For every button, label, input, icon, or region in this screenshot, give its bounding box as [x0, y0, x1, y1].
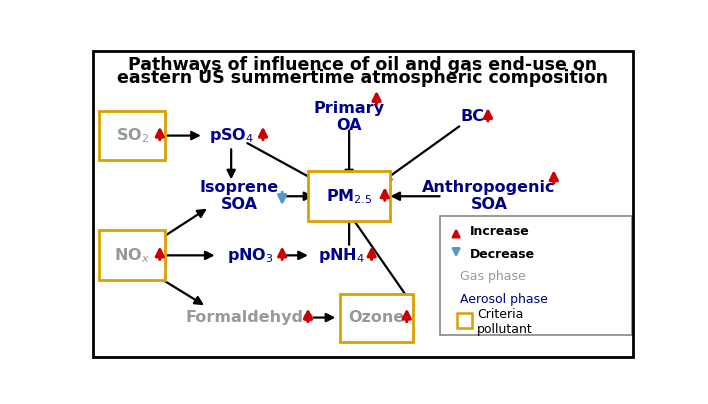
- FancyBboxPatch shape: [340, 294, 413, 341]
- Text: Pathways of influence of oil and gas end-use on: Pathways of influence of oil and gas end…: [128, 56, 598, 74]
- Text: Gas phase: Gas phase: [460, 270, 526, 283]
- Text: Criteria
pollutant: Criteria pollutant: [477, 307, 532, 336]
- Text: SO$_2$: SO$_2$: [116, 126, 149, 145]
- FancyBboxPatch shape: [440, 217, 632, 335]
- Text: pNH$_4$: pNH$_4$: [318, 246, 364, 265]
- Text: Primary
OA: Primary OA: [314, 101, 384, 133]
- Text: Decrease: Decrease: [470, 248, 535, 261]
- Text: Anthropogenic
SOA: Anthropogenic SOA: [422, 180, 556, 213]
- Text: Ozone: Ozone: [348, 310, 405, 325]
- Text: NO$_x$: NO$_x$: [115, 246, 150, 265]
- Text: Increase: Increase: [470, 225, 530, 238]
- FancyBboxPatch shape: [99, 230, 165, 280]
- Text: PM$_{2.5}$: PM$_{2.5}$: [326, 187, 372, 206]
- Text: Formaldehyde: Formaldehyde: [186, 310, 315, 325]
- FancyBboxPatch shape: [99, 111, 165, 160]
- Text: Isoprene
SOA: Isoprene SOA: [200, 180, 279, 213]
- Text: eastern US summertime atmospheric composition: eastern US summertime atmospheric compos…: [118, 69, 608, 87]
- Text: pSO$_4$: pSO$_4$: [209, 126, 253, 145]
- FancyBboxPatch shape: [308, 171, 390, 221]
- Text: BC: BC: [461, 109, 484, 124]
- FancyBboxPatch shape: [457, 313, 472, 328]
- Text: pNO$_3$: pNO$_3$: [227, 246, 274, 265]
- Text: Aerosol phase: Aerosol phase: [460, 293, 548, 306]
